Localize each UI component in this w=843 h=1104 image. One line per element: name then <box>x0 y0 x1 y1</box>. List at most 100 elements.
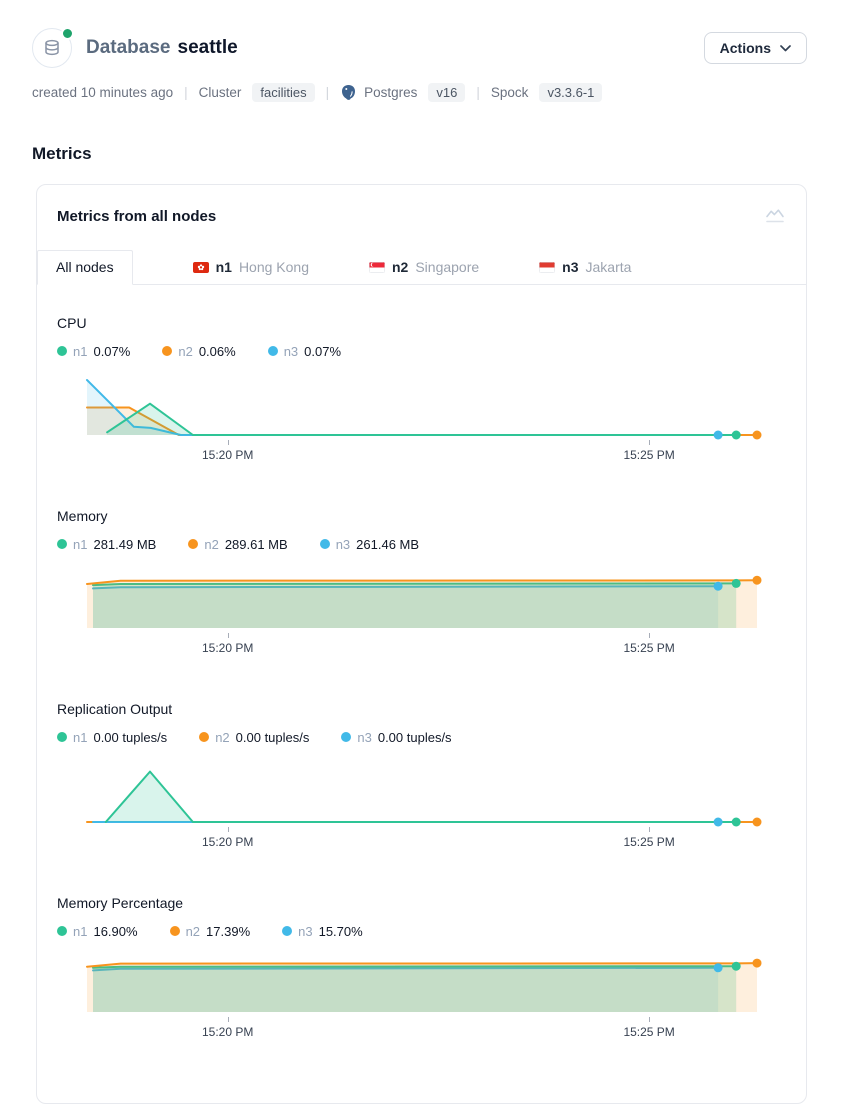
tab-all-nodes[interactable]: All nodes <box>37 250 133 285</box>
x-tick-mark <box>227 1017 229 1022</box>
legend-dot-n1 <box>57 732 67 742</box>
chart-legend-memory-percentage: n1 16.90% n2 17.39% n3 15.70% <box>57 923 806 939</box>
legend-value: 0.06% <box>198 343 236 359</box>
entity-header: Database seattle <box>32 27 238 68</box>
legend-item-n2: n2 0.00 tuples/s <box>199 730 309 745</box>
legend-value: 0.07% <box>93 343 131 359</box>
x-tick-label: 15:25 PM <box>623 1025 675 1039</box>
database-cylinder-icon <box>45 39 59 56</box>
page-title: Database seattle <box>86 37 238 59</box>
postgres-version-badge: v16 <box>428 83 466 102</box>
legend-item-n1: n1 0.07% <box>57 344 130 359</box>
legend-item-n3: n3 0.07% <box>267 343 342 359</box>
charts-container: CPU n1 0.07% n2 0.06% n3 0.07% 15:20 PM 15:25 PM… <box>37 285 806 1103</box>
x-tick-mark <box>227 440 229 445</box>
chart-title-memory-percentage: Memory Percentage <box>57 895 184 911</box>
tab-node-id: n2 <box>392 259 409 275</box>
x-axis-replication-output: 15:20 PM 15:25 PM <box>87 827 757 853</box>
actions-button-label: Actions <box>719 40 771 56</box>
chart-memory: Memory n1 281.49 MB n2 289.61 MB n3 261.46 MB 1… <box>57 508 806 659</box>
metrics-card: Metrics from all nodes All nodes n1 Hong K… <box>36 184 807 1104</box>
entity-name: seattle <box>177 37 238 58</box>
x-tick-label: 15:25 PM <box>623 835 675 849</box>
legend-value: 261.46 MB <box>356 536 420 552</box>
legend-value: 15.70% <box>318 923 363 939</box>
legend-value: 0.07% <box>304 343 342 359</box>
legend-item-n1: n1 281.49 MB <box>57 537 156 552</box>
spock-version-badge: v3.3.6-1 <box>539 83 603 102</box>
created-text: created 10 minutes ago <box>32 85 174 100</box>
x-tick-mark <box>649 827 651 832</box>
x-tick-mark <box>227 633 229 638</box>
legend-node-label: n1 <box>73 536 88 552</box>
legend-dot-n3 <box>282 926 293 936</box>
x-tick-mark <box>649 440 651 445</box>
tab-node-n1[interactable]: n1 Hong Kong <box>192 251 309 284</box>
legend-item-n3: n3 0.00 tuples/s <box>341 729 452 745</box>
area-chart-icon[interactable] <box>764 207 786 226</box>
series-end-dot-n2 <box>752 575 762 585</box>
legend-node-label: n2 <box>204 536 219 552</box>
x-tick-mark <box>649 1017 651 1022</box>
chevron-down-icon <box>780 44 791 51</box>
legend-dot-n3 <box>319 539 330 549</box>
x-axis-memory: 15:20 PM 15:25 PM <box>87 633 757 659</box>
postgres-label: Postgres <box>364 85 418 100</box>
separator: | <box>476 85 480 100</box>
legend-dot-n2 <box>162 346 173 356</box>
series-end-dot-n1 <box>731 578 741 588</box>
legend-node-label: n2 <box>178 343 193 359</box>
tab-node-n3[interactable]: n3 Jakarta <box>539 251 631 284</box>
tab-node-n2[interactable]: n2 Singapore <box>369 251 479 284</box>
x-axis-cpu: 15:20 PM 15:25 PM <box>87 440 757 466</box>
legend-value: 0.00 tuples/s <box>235 729 310 745</box>
legend-node-label: n1 <box>73 343 88 359</box>
legend-node-label: n3 <box>357 729 372 745</box>
legend-node-label: n3 <box>283 343 299 359</box>
x-tick-label: 15:25 PM <box>623 448 675 462</box>
legend-dot-n1 <box>57 539 67 549</box>
legend-dot-n2 <box>199 732 210 742</box>
chart-legend-cpu: n1 0.07% n2 0.06% n3 0.07% <box>57 343 806 359</box>
separator: | <box>325 85 330 100</box>
x-tick-mark <box>227 827 229 832</box>
x-axis-memory-percentage: 15:20 PM 15:25 PM <box>87 1017 757 1043</box>
series-end-dot-n1 <box>731 430 741 440</box>
status-dot <box>61 27 74 40</box>
chart-title-cpu: CPU <box>57 315 87 331</box>
plot-replication-output <box>86 770 762 827</box>
metrics-card-header: Metrics from all nodes <box>37 185 806 250</box>
series-end-dot-n3 <box>713 581 723 591</box>
flag-hk-icon <box>192 261 209 273</box>
series-end-dot-n3 <box>713 963 723 973</box>
legend-dot-n3 <box>341 732 352 742</box>
card-title: Metrics from all nodes <box>57 208 217 225</box>
series-end-dot-n3 <box>713 817 723 827</box>
legend-dot-n1 <box>57 926 67 936</box>
legend-item-n2: n2 0.06% <box>162 343 236 359</box>
x-tick-label: 15:20 PM <box>202 835 254 849</box>
legend-value: 0.00 tuples/s <box>377 729 452 745</box>
series-end-dot-n2 <box>752 817 762 827</box>
legend-item-n1: n1 0.00 tuples/s <box>57 730 167 745</box>
chart-title-memory: Memory <box>57 508 108 524</box>
node-tabs: All nodes n1 Hong Kong n2 Singapore n3 Jakarta <box>37 250 806 285</box>
legend-node-label: n2 <box>215 729 230 745</box>
legend-item-n2: n2 289.61 MB <box>188 536 288 552</box>
section-title: Metrics <box>32 144 92 163</box>
series-end-dot-n1 <box>731 817 741 827</box>
plot-cpu <box>86 379 762 440</box>
flag-id-icon <box>539 261 556 273</box>
tab-label: All nodes <box>56 259 114 275</box>
legend-dot-n3 <box>267 346 278 356</box>
legend-dot-n2 <box>169 926 180 936</box>
meta-row: created 10 minutes ago | Cluster facilit… <box>32 83 807 102</box>
legend-value: 16.90% <box>93 923 138 939</box>
legend-value: 17.39% <box>206 923 251 939</box>
chart-cpu: CPU n1 0.07% n2 0.06% n3 0.07% 15:20 PM 15:25 PM <box>57 315 806 466</box>
legend-node-label: n2 <box>185 923 201 939</box>
chart-legend-memory: n1 281.49 MB n2 289.61 MB n3 261.46 MB <box>57 536 806 552</box>
database-icon <box>32 27 74 68</box>
actions-button[interactable]: Actions <box>703 32 807 64</box>
